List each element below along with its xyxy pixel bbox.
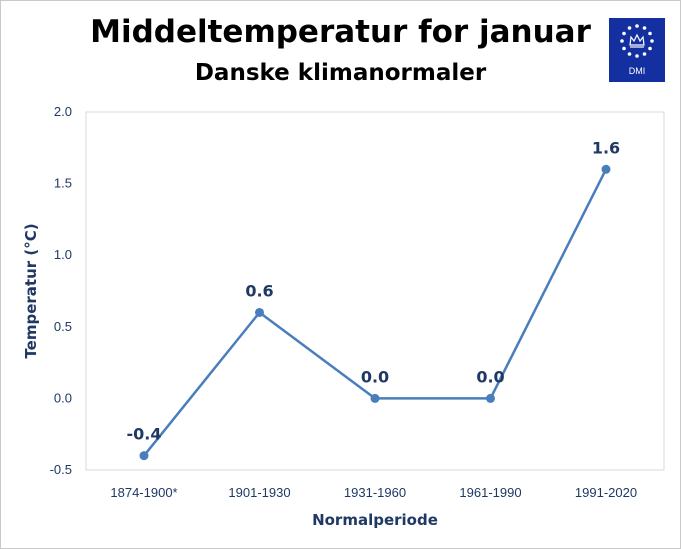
y-axis: -0.5 0.0 0.5 1.0 1.5 2.0 [50,104,72,477]
data-label: 0.0 [476,367,504,386]
x-axis-title: Normalperiode [312,511,438,529]
x-tick-label: 1874-1900* [110,485,177,500]
data-label: 1.6 [592,138,620,157]
data-label: 0.0 [361,367,389,386]
x-axis: 1874-1900* 1901-1930 1931-1960 1961-1990 199… [110,485,637,500]
dmi-logo: DMI [609,18,665,82]
data-label: -0.4 [127,425,162,444]
x-tick-label: 1901-1930 [228,485,290,500]
data-label: 0.6 [245,281,273,300]
data-point [255,307,264,317]
data-point [486,393,495,403]
data-point [601,164,611,174]
plot-area [85,111,665,471]
logo-text: DMI [629,66,646,76]
chart-subtitle: Danske klimanormaler [194,60,487,86]
data-labels: -0.4 0.6 0.0 0.0 1.6 [127,138,621,443]
y-tick-label: 1.5 [54,176,72,191]
x-tick-label: 1961-1990 [459,485,521,500]
y-tick-label: 1.0 [54,247,72,262]
y-tick-label: 0.0 [54,390,72,405]
data-point [370,393,380,403]
dmi-crown-icon: DMI [620,24,654,76]
data-point [139,451,149,461]
data-points [139,164,611,461]
series-line [143,168,608,457]
chart-title: Middeltemperatur for januar [90,14,591,50]
x-tick-label: 1991-2020 [575,485,637,500]
x-tick-label: 1931-1960 [344,485,406,500]
y-tick-label: 0.5 [54,319,72,334]
y-tick-label: -0.5 [50,462,72,477]
y-axis-title: Temperatur (°C) [22,223,40,358]
y-tick-label: 2.0 [54,104,72,119]
